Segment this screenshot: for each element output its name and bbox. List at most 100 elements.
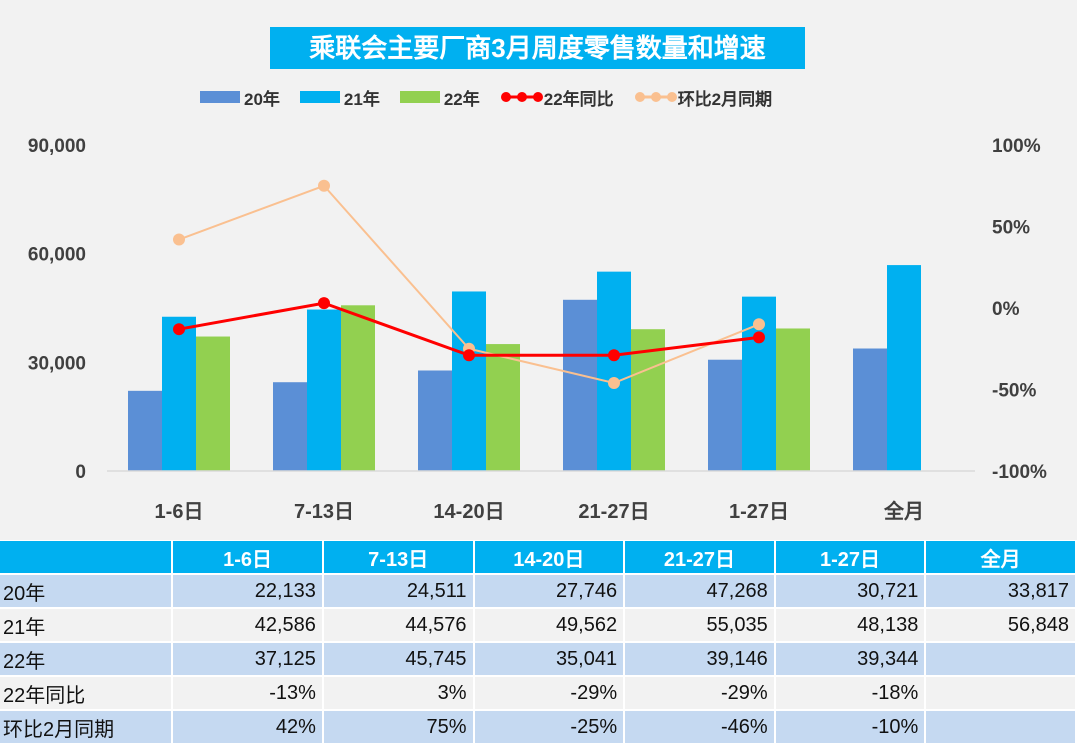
row-label: 环比2月同期 xyxy=(0,711,172,743)
bar xyxy=(196,336,230,471)
table-row: 22年同比 -13% 3% -29% -29% -18% xyxy=(0,677,1075,709)
row-label: 21年 xyxy=(0,609,172,641)
table-cell: 24,511 xyxy=(323,575,473,607)
left-axis-tick: 0 xyxy=(75,462,86,483)
category-label: 1-27日 xyxy=(729,501,789,523)
line-point xyxy=(318,297,330,310)
legend-swatch xyxy=(200,91,240,103)
legend-item: 22年同比 xyxy=(500,85,614,110)
table-cell: -29% xyxy=(474,677,624,709)
table-cell: 27,746 xyxy=(474,575,624,607)
right-axis-tick: -50% xyxy=(992,381,1036,402)
legend-item: 21年 xyxy=(299,85,380,110)
table-cell: 42,586 xyxy=(173,609,322,641)
table-cell: 35,041 xyxy=(474,643,624,675)
table-cell: 56,848 xyxy=(926,609,1075,641)
category-label: 7-13日 xyxy=(294,501,354,523)
table-cell: 22,133 xyxy=(173,575,322,607)
legend-label: 22年同比 xyxy=(543,89,614,109)
column-header: 1-6日 xyxy=(173,541,322,573)
table-cell: 55,035 xyxy=(625,609,774,641)
table-cell: 33,817 xyxy=(926,575,1075,607)
bar xyxy=(563,299,597,471)
table-row: 21年 42,586 44,576 49,562 55,035 48,138 56,848 xyxy=(0,609,1075,641)
bar xyxy=(307,309,341,471)
line-point xyxy=(318,179,330,192)
bar xyxy=(341,305,375,471)
column-header: 21-27日 xyxy=(625,541,774,573)
table-cell: 47,268 xyxy=(625,575,774,607)
line-point xyxy=(463,349,475,362)
legend-label: 21年 xyxy=(343,89,380,109)
table-header-row: 1-6日 7-13日 14-20日 21-27日 1-27日 全月 xyxy=(0,541,1075,573)
category-label: 21-27日 xyxy=(578,501,649,523)
category-label: 14-20日 xyxy=(433,501,504,523)
table-cell: -18% xyxy=(775,677,925,709)
legend: 20年 21年 22年 22年同比 环比2月同期 xyxy=(200,85,792,110)
bar xyxy=(853,348,887,471)
row-label: 20年 xyxy=(0,575,172,607)
legend-line-marker xyxy=(500,92,543,102)
right-axis-tick: 0% xyxy=(992,299,1020,320)
bar xyxy=(486,344,520,471)
bar xyxy=(776,328,810,471)
table-cell: 3% xyxy=(323,677,473,709)
table-cell xyxy=(926,643,1075,675)
table-cell: 39,344 xyxy=(775,643,925,675)
legend-swatch xyxy=(299,91,340,103)
table-cell: 75% xyxy=(323,711,473,743)
legend-swatch xyxy=(399,91,440,103)
row-label: 22年 xyxy=(0,643,172,675)
table-row: 环比2月同期 42% 75% -25% -46% -10% xyxy=(0,711,1075,743)
legend-item: 20年 xyxy=(200,85,280,110)
line-point xyxy=(753,318,765,331)
left-axis-tick: 90,000 xyxy=(28,136,86,157)
table-cell: 37,125 xyxy=(173,643,322,675)
chart-area: 乘联会主要厂商3月周度零售数量和增速 20年 21年 22年 22年同比 环比2月同期 … xyxy=(0,0,1077,540)
bar xyxy=(128,390,162,471)
table-cell: -10% xyxy=(775,711,925,743)
legend-line-marker xyxy=(634,92,677,102)
column-header: 7-13日 xyxy=(323,541,473,573)
table-row: 22年 37,125 45,745 35,041 39,146 39,344 xyxy=(0,643,1075,675)
bar xyxy=(452,291,486,471)
legend-label: 20年 xyxy=(244,89,280,109)
table-cell xyxy=(926,677,1075,709)
table-cell: -13% xyxy=(173,677,322,709)
data-table: 1-6日 7-13日 14-20日 21-27日 1-27日 全月 20年 22,133 24,… xyxy=(0,539,1077,745)
line-point xyxy=(608,349,620,362)
table-cell: 30,721 xyxy=(775,575,925,607)
legend-item: 环比2月同期 xyxy=(634,85,772,110)
table-cell: 42% xyxy=(173,711,322,743)
bar xyxy=(162,316,196,471)
table-cell xyxy=(926,711,1075,743)
category-label: 1-6日 xyxy=(155,501,204,523)
line-point xyxy=(173,233,185,246)
bar xyxy=(597,271,631,471)
legend-label: 22年 xyxy=(443,89,480,109)
table-cell: 45,745 xyxy=(323,643,473,675)
bar xyxy=(887,265,921,471)
category-label: 全月 xyxy=(883,499,924,523)
table-cell: 49,562 xyxy=(474,609,624,641)
bar xyxy=(418,370,452,471)
right-axis-tick: 100% xyxy=(992,136,1041,157)
table-cell: -46% xyxy=(625,711,774,743)
chart-svg: 0 30,000 60,000 90,000 -100% -50% 0% 50% 100% 1-6… xyxy=(28,136,1047,523)
bar xyxy=(708,359,742,471)
bar xyxy=(273,382,307,471)
line-point xyxy=(753,331,765,344)
table-cell: 44,576 xyxy=(323,609,473,641)
legend-item: 22年 xyxy=(399,85,480,110)
line-point xyxy=(173,323,185,336)
right-axis-tick: -100% xyxy=(992,462,1047,483)
table-cell: -25% xyxy=(474,711,624,743)
table-cell: -29% xyxy=(625,677,774,709)
column-header: 1-27日 xyxy=(775,541,925,573)
column-header: 全月 xyxy=(926,541,1075,573)
table-row: 20年 22,133 24,511 27,746 47,268 30,721 33,817 xyxy=(0,575,1075,607)
line-point xyxy=(608,376,620,389)
row-label: 22年同比 xyxy=(0,677,172,709)
right-axis-tick: 50% xyxy=(992,218,1030,239)
table-cell: 48,138 xyxy=(775,609,925,641)
